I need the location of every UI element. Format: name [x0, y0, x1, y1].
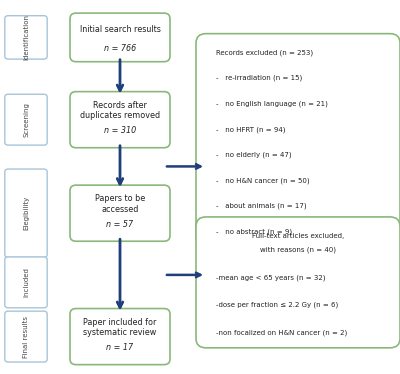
Text: Final results: Final results	[23, 316, 29, 358]
FancyBboxPatch shape	[5, 257, 47, 308]
Text: with reasons (n = 40): with reasons (n = 40)	[260, 246, 336, 253]
Text: -   no H&N cancer (n = 50): - no H&N cancer (n = 50)	[216, 177, 310, 184]
FancyBboxPatch shape	[5, 94, 47, 145]
Text: Elegibility: Elegibility	[23, 196, 29, 230]
Text: Identification: Identification	[23, 15, 29, 60]
FancyBboxPatch shape	[5, 311, 47, 362]
Text: n = 310: n = 310	[104, 126, 136, 135]
FancyBboxPatch shape	[70, 309, 170, 365]
Text: -   no HFRT (n = 94): - no HFRT (n = 94)	[216, 126, 286, 132]
FancyBboxPatch shape	[196, 217, 400, 348]
Text: Records after
duplicates removed: Records after duplicates removed	[80, 101, 160, 120]
Text: Records excluded (n = 253): Records excluded (n = 253)	[216, 49, 313, 56]
FancyBboxPatch shape	[70, 92, 170, 148]
Text: Paper included for
systematic review: Paper included for systematic review	[83, 318, 157, 337]
Text: Screening: Screening	[23, 102, 29, 137]
Text: Included: Included	[23, 267, 29, 297]
Text: -   no elderly (n = 47): - no elderly (n = 47)	[216, 152, 292, 158]
Text: -non focalized on H&N cancer (n = 2): -non focalized on H&N cancer (n = 2)	[216, 329, 347, 336]
FancyBboxPatch shape	[5, 169, 47, 257]
Text: n = 57: n = 57	[106, 220, 134, 229]
Text: -dose per fraction ≤ 2.2 Gy (n = 6): -dose per fraction ≤ 2.2 Gy (n = 6)	[216, 302, 338, 308]
Text: -   no English language (n = 21): - no English language (n = 21)	[216, 100, 328, 107]
Text: n = 17: n = 17	[106, 343, 134, 352]
FancyBboxPatch shape	[196, 34, 400, 247]
Text: -mean age < 65 years (n = 32): -mean age < 65 years (n = 32)	[216, 274, 326, 280]
Text: Initial search results: Initial search results	[80, 25, 160, 34]
Text: Papers to be
accessed: Papers to be accessed	[95, 194, 145, 214]
FancyBboxPatch shape	[5, 16, 47, 59]
Text: Full-text articles excluded,: Full-text articles excluded,	[252, 233, 344, 239]
Text: n = 766: n = 766	[104, 44, 136, 53]
Text: -   about animals (n = 17): - about animals (n = 17)	[216, 203, 307, 209]
FancyBboxPatch shape	[70, 185, 170, 241]
Text: -   no abstract (n = 9): - no abstract (n = 9)	[216, 229, 292, 235]
Text: -   re-irradiation (n = 15): - re-irradiation (n = 15)	[216, 75, 302, 81]
FancyBboxPatch shape	[70, 13, 170, 62]
